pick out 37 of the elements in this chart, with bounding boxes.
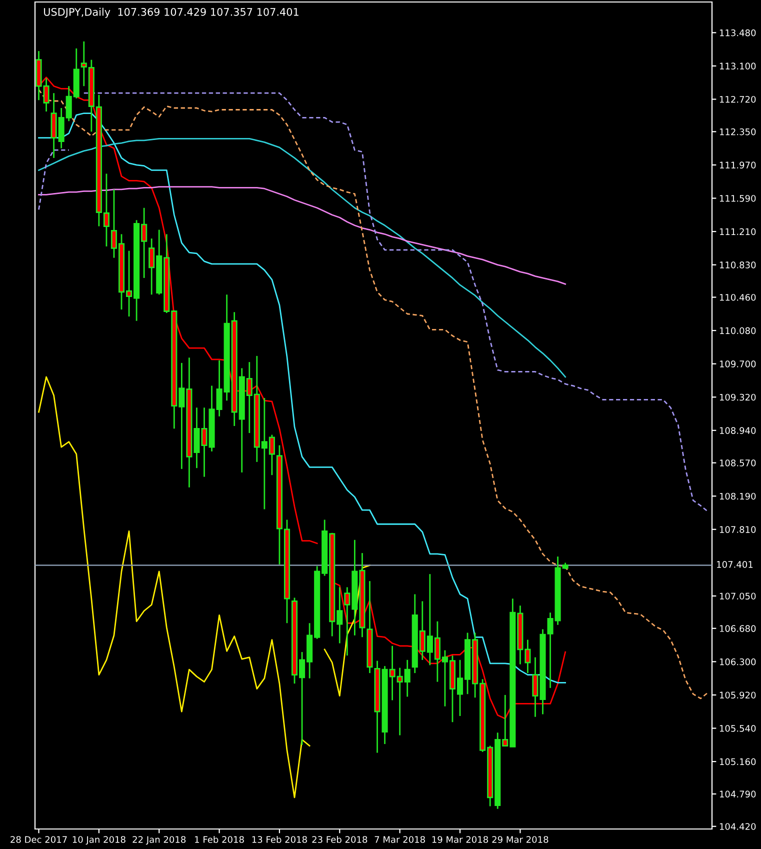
y-tick-label: 110.460 [720,294,756,301]
y-tick-label: 112.720 [720,96,756,103]
x-tick-label: 23 Feb 2018 [312,836,368,843]
y-tick-label: 104.420 [720,823,756,830]
y-tick-label: 105.160 [720,758,756,766]
y-tick-label: 109.320 [720,394,756,401]
y-tick-label: 105.920 [720,692,756,699]
x-tick-label: 10 Jan 2018 [72,836,126,845]
y-tick-label: 108.570 [720,460,756,466]
y-tick-label: 111.590 [720,194,756,202]
y-tick-label: 110.830 [720,262,756,268]
y-tick-label: 104.790 [720,790,756,798]
x-tick-label: 22 Jan 2018 [132,836,186,845]
y-tick-label: 109.700 [720,360,756,368]
y-tick-label: 107.050 [720,592,756,600]
y-tick-label: 106.300 [720,658,756,666]
y-tick-label: 107.810 [720,526,756,533]
y-tick-label: 108.940 [720,427,756,434]
y-tick-label: 110.080 [720,327,756,334]
line-series [38,186,566,285]
x-tick-label: 7 Mar 2018 [374,836,425,843]
line-series [38,138,566,378]
y-tick-label: 106.680 [720,625,756,632]
x-tick-label: 29 Mar 2018 [492,836,548,843]
text: USDJPY,Daily 107.369 107.429 107.357 107.401 [44,8,298,18]
x-tick-label: 1 Feb 2018 [195,836,244,843]
y-tick-label: 108.190 [720,492,756,500]
ref-line-label: 107.401 [717,561,753,568]
y-tick-label: 111.970 [720,162,756,169]
y-tick-label: 113.100 [720,62,756,70]
y-tick-label: 111.210 [720,228,756,236]
x-tick-label: 19 Mar 2018 [432,836,488,843]
x-tick-label: 13 Feb 2018 [252,836,307,843]
y-tick-label: 105.540 [720,724,756,732]
x-tick-label: 28 Dec 2017 [10,836,67,843]
y-tick-label: 113.480 [720,29,756,36]
y-tick-label: 112.350 [720,128,756,136]
